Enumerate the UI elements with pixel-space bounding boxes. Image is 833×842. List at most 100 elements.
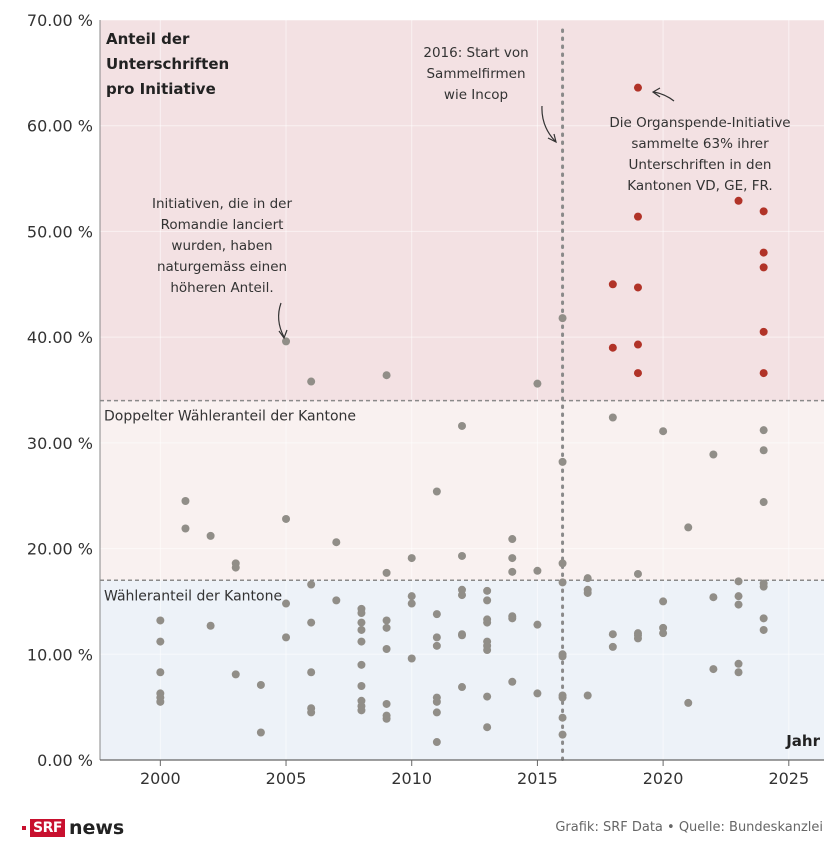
scatter-chart: Wähleranteil der Kantone Doppelter Wähler… (27, 11, 824, 788)
reference-line-label: Doppelter Wähleranteil der Kantone (104, 409, 356, 425)
grey-data-point (583, 691, 592, 700)
grey-data-point (759, 625, 768, 634)
organspende-arrow (653, 91, 675, 102)
grey-data-point (332, 596, 341, 605)
incop-arrow-head (547, 133, 557, 144)
grey-data-point (483, 586, 492, 595)
grey-data-point (508, 535, 517, 544)
chart-title-line: pro Initiative (106, 80, 216, 98)
grey-data-point (357, 682, 366, 690)
grey-data-point (533, 379, 542, 388)
grey-data-point (407, 554, 416, 563)
annotation-romandie-line: Initiativen, die in der (152, 196, 292, 212)
annotation-incop-line: 2016: Start von (423, 45, 528, 61)
grey-data-point (508, 614, 517, 623)
grey-data-point (432, 633, 441, 642)
annotation-romandie-line: naturgemäss einen (157, 259, 287, 275)
grey-data-point (382, 371, 391, 380)
romandie-arrow-head (278, 329, 288, 340)
grey-data-point (206, 621, 215, 630)
grey-data-point (382, 645, 391, 653)
romandie-arrow (278, 302, 285, 338)
y-tick-label: 50.00 % (27, 222, 93, 241)
red-data-point (633, 283, 642, 292)
reference-lines (100, 28, 824, 762)
grey-data-point (583, 588, 592, 597)
chart-title-line: Anteil der (106, 30, 190, 48)
grey-data-point (608, 630, 617, 639)
grey-data-point (307, 618, 316, 627)
grey-data-point (432, 610, 441, 619)
grey-data-point (483, 692, 492, 701)
grey-data-point (684, 523, 693, 532)
grey-data-point (558, 652, 567, 661)
x-tick-label: 2005 (266, 769, 307, 788)
red-data-point (759, 369, 768, 378)
grey-data-point (282, 633, 291, 642)
grey-data-point (759, 426, 768, 435)
grey-data-point (458, 551, 466, 560)
grey-data-point (357, 609, 366, 618)
grey-data-point (508, 677, 517, 686)
grey-data-point (382, 714, 391, 723)
red-data-point (633, 83, 642, 92)
grey-data-point (558, 693, 567, 702)
grey-data-point (382, 568, 391, 577)
grey-data-point (156, 637, 165, 646)
grey-data-point (357, 618, 366, 627)
text-labels: Wähleranteil der Kantone Doppelter Wähler… (27, 11, 821, 788)
grey-data-point (357, 706, 366, 715)
grey-data-point (357, 625, 366, 634)
red-data-point (633, 369, 642, 378)
grey-data-point (432, 641, 441, 650)
grey-data-point (734, 592, 743, 601)
grey-data-point (508, 554, 517, 563)
annotation-organspende-line: Unterschriften in den (629, 157, 772, 173)
grey-data-point (759, 446, 768, 455)
red-data-point (759, 327, 768, 336)
y-tick-label: 40.00 % (27, 328, 93, 347)
grey-data-point (458, 421, 466, 430)
x-tick-label: 2000 (140, 769, 181, 788)
grey-data-point (432, 487, 441, 496)
grey-data-point (407, 592, 416, 601)
annotation-arrows (278, 87, 675, 340)
footer: SRF news Grafik: SRF Data • Quelle: Bund… (0, 812, 833, 842)
grey-data-point (558, 713, 567, 722)
organspende-arrow-head (651, 87, 661, 98)
y-tick-label: 70.00 % (27, 11, 93, 30)
grey-data-point (231, 670, 240, 679)
annotation-organspende-line: Kantonen VD, GE, FR. (627, 178, 772, 194)
grey-data-point (231, 563, 240, 572)
grey-data-point (709, 450, 718, 459)
background-bands (100, 20, 824, 760)
grey-data-point (282, 337, 291, 346)
grey-data-point (483, 646, 492, 655)
grey-data-point (483, 618, 492, 627)
grey-data-point (282, 599, 291, 608)
data-points (156, 83, 768, 747)
grey-data-point (432, 697, 441, 706)
band-below-share (100, 580, 824, 760)
grey-data-point (432, 738, 441, 747)
grey-data-point (734, 659, 743, 668)
incop-arrow (541, 105, 556, 142)
grey-data-point (181, 524, 190, 533)
grey-data-point (508, 567, 517, 576)
y-tick-label: 60.00 % (27, 117, 93, 136)
x-tick-label: 2010 (391, 769, 432, 788)
grey-data-point (558, 314, 567, 323)
annotation-romandie-line: höheren Anteil. (170, 280, 273, 296)
red-data-point (734, 196, 743, 205)
grey-data-point (458, 591, 466, 600)
red-data-point (759, 248, 768, 257)
grey-data-point (583, 574, 592, 583)
grey-data-point (407, 599, 416, 608)
grey-data-point (734, 600, 743, 609)
grey-data-point (332, 538, 341, 547)
red-data-point (759, 207, 768, 216)
grey-data-point (458, 631, 466, 640)
grey-data-point (307, 668, 316, 677)
red-data-point (633, 212, 642, 221)
red-data-point (608, 343, 617, 352)
